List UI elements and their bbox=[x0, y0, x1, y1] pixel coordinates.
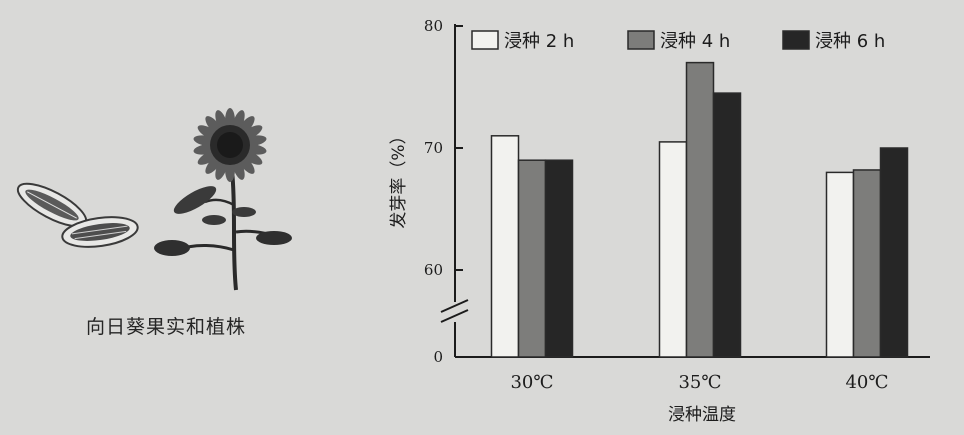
y-tick-label: 80 bbox=[424, 17, 443, 35]
legend-label: 浸种 4 h bbox=[660, 31, 730, 52]
y-axis-title: 发芽率（%） bbox=[389, 127, 409, 228]
bar-2-series-2 bbox=[687, 63, 714, 357]
legend-swatch bbox=[472, 31, 498, 49]
bar-3-series-2 bbox=[854, 170, 881, 357]
bar-1-series-2 bbox=[519, 160, 546, 357]
x-tick-label: 30℃ bbox=[510, 372, 553, 393]
bar-1-series-1 bbox=[492, 136, 519, 357]
axis-break-mark bbox=[441, 300, 468, 322]
legend-label: 浸种 2 h bbox=[504, 31, 574, 52]
x-tick-label: 35℃ bbox=[678, 372, 721, 393]
x-axis-title: 浸种温度 bbox=[668, 405, 736, 425]
legend-label: 浸种 6 h bbox=[815, 31, 885, 52]
y-tick-label: 60 bbox=[424, 261, 443, 279]
bar-1-series-3 bbox=[546, 160, 573, 357]
legend-swatch bbox=[783, 31, 809, 49]
bar-3-series-3 bbox=[881, 148, 908, 357]
y-tick-label: 70 bbox=[424, 139, 443, 157]
y-tick-label: 0 bbox=[433, 348, 443, 366]
bar-2-series-3 bbox=[714, 93, 741, 357]
bar-2-series-1 bbox=[660, 142, 687, 357]
x-tick-label: 40℃ bbox=[845, 372, 888, 393]
bar-3-series-1 bbox=[827, 172, 854, 357]
legend-swatch bbox=[628, 31, 654, 49]
